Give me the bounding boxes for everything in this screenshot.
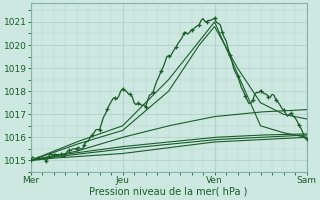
X-axis label: Pression niveau de la mer( hPa ): Pression niveau de la mer( hPa ) [89, 187, 248, 197]
